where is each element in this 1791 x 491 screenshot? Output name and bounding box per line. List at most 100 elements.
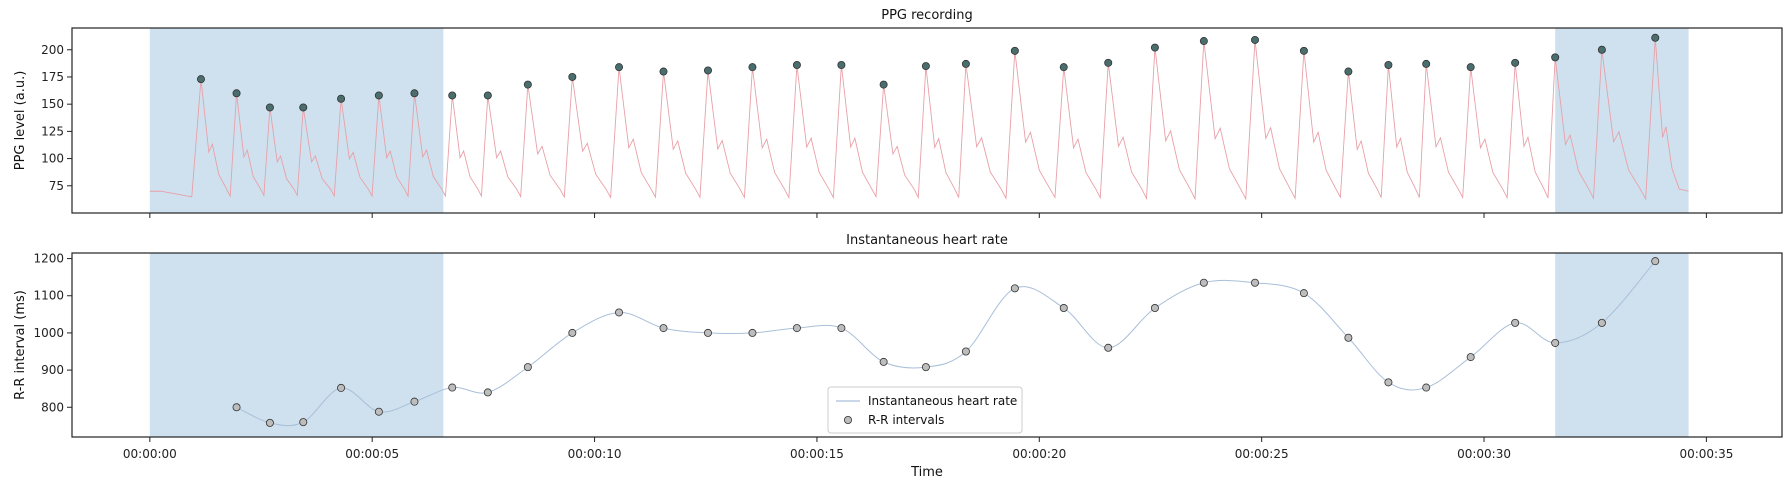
rr-point: [1597, 318, 1606, 327]
peak-point: [1299, 46, 1308, 55]
peak-point: [615, 63, 624, 72]
axes-frame: [71, 27, 1783, 214]
peak-point: [337, 94, 346, 103]
y-tick-label: 900: [41, 363, 64, 377]
rr-point: [448, 383, 457, 392]
x-tick-label: 00:00:10: [568, 447, 622, 461]
x-tick-label: 00:00:35: [1679, 447, 1733, 461]
y-tick-label: 125: [41, 124, 64, 138]
legend-label: R-R intervals: [868, 413, 944, 427]
rr-point: [879, 357, 888, 366]
y-tick-label: 175: [41, 70, 64, 84]
peak-point: [1344, 67, 1353, 76]
rr-point: [1150, 304, 1159, 313]
peak-point: [232, 89, 241, 98]
rr-point: [1250, 278, 1259, 287]
peak-point: [374, 91, 383, 100]
peak-point: [1466, 63, 1475, 72]
x-tick-label: 00:00:15: [790, 447, 844, 461]
rr-point: [1010, 284, 1019, 293]
peak-point: [659, 67, 668, 76]
ppg-panel: 75 100 125 150 175 200 PPG recording PPG level …: [13, 8, 1783, 218]
peak-point: [837, 61, 846, 70]
rr-point: [299, 418, 308, 427]
rr-point: [1299, 289, 1308, 298]
rr-point: [837, 324, 846, 333]
peak-point: [196, 75, 205, 84]
peak-point: [792, 61, 801, 70]
chart-title: PPG recording: [881, 8, 973, 23]
rr-point: [232, 403, 241, 412]
y-tick-label: 100: [41, 152, 64, 166]
peak-point: [1551, 53, 1560, 62]
rr-point: [337, 383, 346, 392]
legend-box: [827, 386, 1023, 434]
y-tick-label: 75: [49, 179, 64, 193]
y-tick-label: 1200: [33, 252, 64, 266]
rr-point: [374, 407, 383, 416]
rr-point: [615, 308, 624, 317]
rr-point: [1344, 333, 1353, 342]
peak-point: [483, 91, 492, 100]
rr-point: [265, 418, 274, 427]
rr-point: [1059, 304, 1068, 313]
shaded-region: [149, 253, 444, 437]
peak-point: [410, 89, 419, 98]
peak-point: [1384, 61, 1393, 70]
axes-frame: [71, 252, 1783, 438]
y-tick-label: 1000: [33, 326, 64, 340]
peak-point: [703, 66, 712, 75]
rr-point: [961, 347, 970, 356]
peak-point: [961, 59, 970, 68]
peak-point: [748, 63, 757, 72]
shaded-region: [1555, 28, 1689, 213]
x-tick-label: 00:00:25: [1235, 447, 1289, 461]
peak-point: [568, 72, 577, 81]
peak-point: [879, 80, 888, 89]
shaded-region: [149, 28, 444, 213]
x-axis-label: Time: [910, 465, 943, 480]
x-tick-label: 00:00:30: [1457, 447, 1511, 461]
legend-label: Instantaneous heart rate: [868, 394, 1017, 408]
y-axis-label: PPG level (a.u.): [13, 71, 28, 171]
rr-point: [1466, 353, 1475, 362]
series-line: [236, 260, 1656, 427]
rr-point: [568, 328, 577, 337]
peak-point: [1059, 63, 1068, 72]
legend: Instantaneous heart rate R-R intervals: [827, 386, 1023, 434]
y-axis-label: R-R interval (ms): [13, 290, 28, 400]
rr-point: [1104, 343, 1113, 352]
x-tick-label: 00:00:20: [1012, 447, 1066, 461]
peak-point: [1199, 37, 1208, 46]
rr-point: [410, 397, 419, 406]
peak-point: [299, 103, 308, 112]
rr-point: [523, 363, 532, 372]
rr-point: [1199, 278, 1208, 287]
rr-point: [483, 388, 492, 397]
rr-point: [748, 328, 757, 337]
rr-point: [1551, 338, 1560, 347]
peak-point: [1651, 33, 1660, 42]
rr-point: [1422, 383, 1431, 392]
peak-point: [265, 103, 274, 112]
y-tick-label: 800: [41, 400, 64, 414]
peak-point: [1150, 43, 1159, 52]
x-tick-label: 00:00:05: [345, 447, 399, 461]
peak-point: [1250, 35, 1259, 44]
rr-point: [1651, 257, 1660, 266]
peak-point: [523, 80, 532, 89]
x-tick-label: 00:00:00: [123, 447, 177, 461]
heart-rate-panel: 800 900 1000 1100 1200 00:00:00 00:00:05 00:00:…: [13, 233, 1783, 480]
rr-point: [703, 328, 712, 337]
peak-point: [921, 62, 930, 71]
rr-point: [921, 363, 930, 372]
y-tick-label: 200: [41, 43, 64, 57]
legend-marker-swatch: [844, 415, 853, 424]
peak-point: [1010, 46, 1019, 55]
peak-point: [1511, 58, 1520, 67]
peak-point: [1422, 59, 1431, 68]
y-tick-label: 1100: [33, 289, 64, 303]
shaded-region: [1555, 253, 1689, 437]
peak-point: [448, 91, 457, 100]
